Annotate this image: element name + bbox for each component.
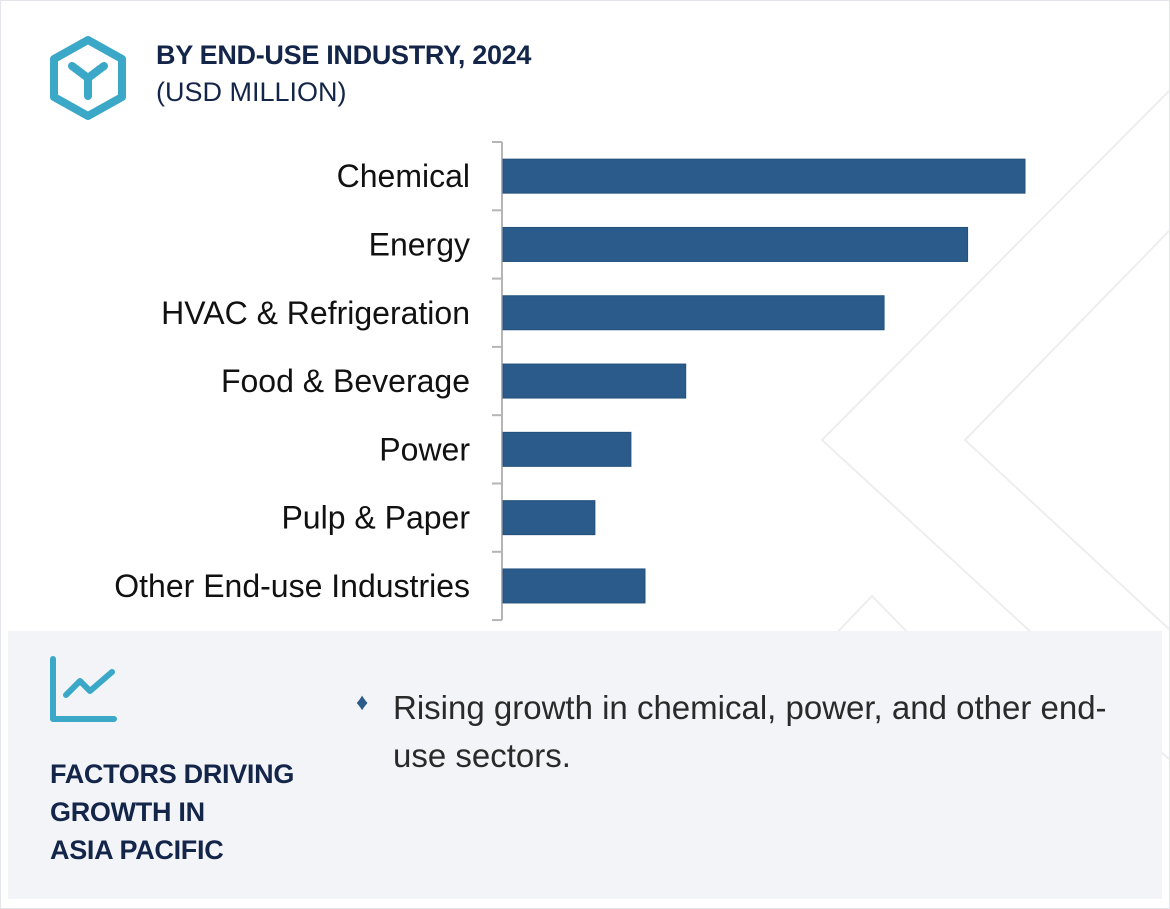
category-label: Other End-use Industries [114,568,470,604]
bar-energy [502,226,969,262]
chart-subtitle: (USD MILLION) [156,77,347,107]
category-label: Pulp & Paper [281,500,470,536]
bar-chemical [502,158,1026,194]
bar-other-end-use-industries [502,568,646,604]
category-label: HVAC & Refrigeration [161,295,470,331]
factors-heading-line: ASIA PACIFIC [50,835,224,865]
diamond-bullet-icon: ♦ [356,689,369,716]
category-label: Food & Beverage [221,363,470,399]
factors-heading-line: GROWTH IN [50,797,205,827]
bar-chart: Chemical Energy HVAC & Refrigeration Food &… [114,141,1026,622]
factors-panel: FACTORS DRIVING GROWTH IN ASIA PACIFIC ♦… [8,631,1162,899]
bar-hvac-refrigeration [502,295,885,331]
category-label: Power [379,431,470,467]
hexagon-y-logo-icon [50,36,126,120]
category-label: Energy [369,226,470,262]
bar-power [502,431,632,467]
bar-pulp-paper [502,500,596,536]
trend-chart-icon [50,656,117,722]
factors-heading-line: FACTORS DRIVING [50,759,295,789]
chart-title: BY END-USE INDUSTRY, 2024 [156,40,532,70]
bar-food-beverage [502,363,687,399]
factors-heading: FACTORS DRIVING GROWTH IN ASIA PACIFIC [50,755,294,869]
factor-bullet-text: Rising growth in chemical, power, and ot… [393,689,1107,774]
category-label: Chemical [337,158,470,194]
